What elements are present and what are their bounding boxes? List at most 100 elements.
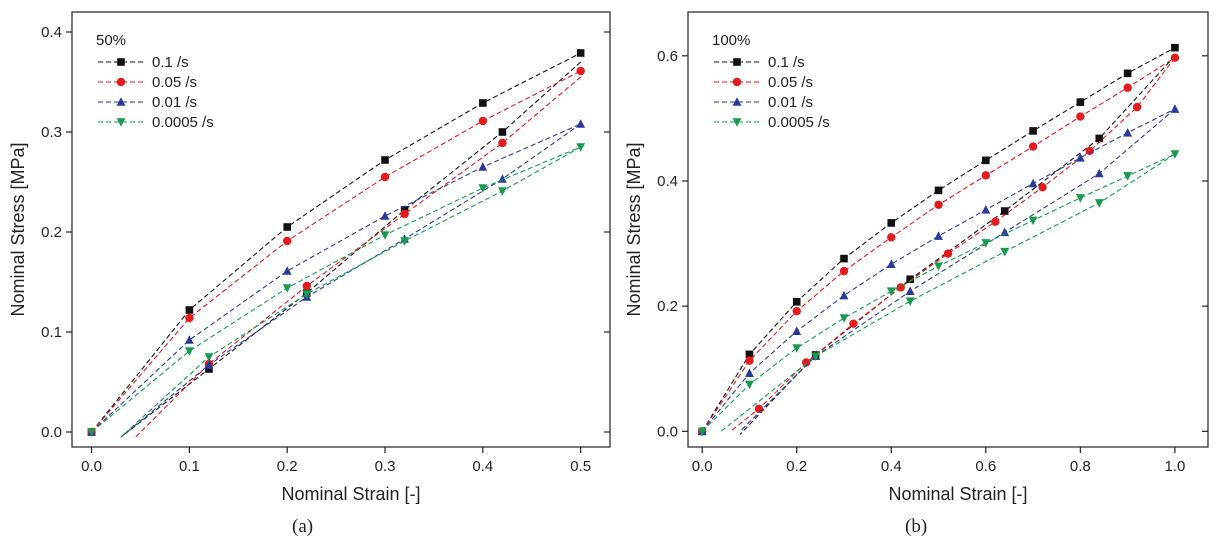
series-line-unloading — [739, 55, 1176, 435]
series-line-loading — [91, 70, 581, 433]
series-line-loading — [91, 146, 581, 433]
x-tick-label: 0.6 — [975, 458, 996, 475]
data-point — [282, 284, 292, 293]
data-point — [380, 231, 390, 240]
series-a-3 — [87, 143, 586, 438]
x-tick-label: 0.4 — [881, 458, 902, 475]
data-point — [1000, 227, 1010, 237]
data-point — [576, 119, 586, 128]
data-point — [479, 99, 487, 107]
data-point — [934, 200, 943, 209]
panel-caption-b: (b) — [905, 516, 928, 537]
data-point — [1028, 142, 1038, 151]
legend-swatch-marker — [733, 58, 741, 66]
legend-label: 0.01 /s — [768, 94, 813, 111]
data-point — [1028, 178, 1038, 188]
data-point — [380, 211, 390, 220]
data-point — [185, 313, 194, 323]
data-point — [576, 66, 585, 76]
data-point — [1095, 134, 1104, 143]
data-point — [283, 223, 291, 231]
data-point — [745, 368, 754, 377]
data-point — [1123, 172, 1133, 181]
series-line-loading — [701, 108, 1176, 432]
data-point — [576, 49, 585, 57]
data-point — [1132, 102, 1142, 112]
data-point — [478, 162, 488, 171]
legend-label: 0.0005 /s — [152, 114, 214, 131]
y-axis-label: Nominal Stress [MPa] — [8, 142, 28, 316]
legend-swatch-marker — [732, 77, 742, 87]
x-tick-label: 0.0 — [692, 458, 713, 475]
y-tick-label: 0.4 — [41, 24, 62, 41]
data-point — [943, 249, 953, 258]
legend-swatch-marker — [732, 118, 742, 127]
data-point — [576, 143, 586, 152]
y-tick-label: 0.2 — [41, 224, 62, 241]
data-point — [185, 306, 194, 314]
x-axis-label: Nominal Strain [-] — [888, 484, 1027, 504]
data-point — [792, 344, 802, 353]
legend-swatch-marker — [732, 97, 742, 106]
series-line-unloading — [120, 146, 581, 438]
data-point — [839, 290, 849, 300]
data-point — [1170, 53, 1180, 62]
data-point — [205, 365, 213, 373]
legend-label: 0.1 /s — [152, 54, 189, 71]
data-point — [400, 209, 409, 219]
x-axis-label: Nominal Strain [-] — [281, 484, 420, 504]
data-point — [1000, 247, 1010, 257]
data-point — [792, 306, 801, 316]
data-point — [849, 319, 858, 328]
data-point — [934, 262, 943, 271]
series-line-unloading — [739, 108, 1176, 432]
data-point — [204, 353, 214, 362]
plot-frame — [71, 11, 611, 448]
data-point — [905, 297, 915, 306]
y-tick-label: 0.0 — [657, 423, 678, 440]
x-tick-label: 0.5 — [570, 458, 591, 475]
series-line-unloading — [120, 123, 582, 438]
legend-title: 100% — [712, 32, 750, 49]
x-tick-label: 0.2 — [786, 458, 807, 475]
data-point — [981, 171, 991, 180]
data-point — [697, 427, 707, 437]
legend-swatch-marker — [116, 77, 126, 87]
data-point — [801, 358, 811, 367]
data-point — [283, 236, 292, 246]
data-point — [380, 172, 390, 182]
data-point — [886, 259, 896, 269]
x-tick-label: 1.0 — [1164, 458, 1185, 475]
legend-label: 0.05 /s — [768, 74, 813, 91]
data-point — [1094, 199, 1104, 208]
data-point — [1029, 127, 1037, 135]
data-point — [981, 204, 991, 214]
data-point — [381, 156, 389, 164]
data-point — [839, 266, 849, 276]
data-point — [302, 290, 312, 299]
x-tick-label: 0.3 — [375, 458, 396, 475]
data-point — [478, 184, 488, 193]
y-tick-label: 0.6 — [657, 48, 678, 65]
data-point — [184, 347, 194, 356]
data-point — [1094, 168, 1104, 178]
data-point — [1085, 146, 1095, 156]
legend-label: 0.01 /s — [152, 94, 197, 111]
data-point — [1123, 83, 1132, 92]
legend-title: 50% — [96, 32, 126, 49]
series-line-unloading — [120, 61, 582, 438]
data-point — [478, 116, 488, 126]
data-point — [400, 237, 409, 246]
legend-swatch-marker — [117, 58, 125, 66]
series-line-loading — [91, 52, 581, 433]
data-point — [1123, 69, 1132, 78]
data-point — [905, 286, 915, 295]
data-point — [1170, 150, 1180, 159]
series-line-loading — [91, 123, 581, 433]
data-point — [184, 335, 194, 344]
x-tick-label: 0.1 — [179, 458, 200, 475]
chart-panel-b: 0.0 0.2 0.4 0.6 0.8 1.0 0.0 0.2 0.4 0.6 Nominal St… — [624, 11, 1209, 504]
series-line-unloading — [135, 76, 582, 438]
y-tick-label: 0.4 — [657, 173, 678, 190]
